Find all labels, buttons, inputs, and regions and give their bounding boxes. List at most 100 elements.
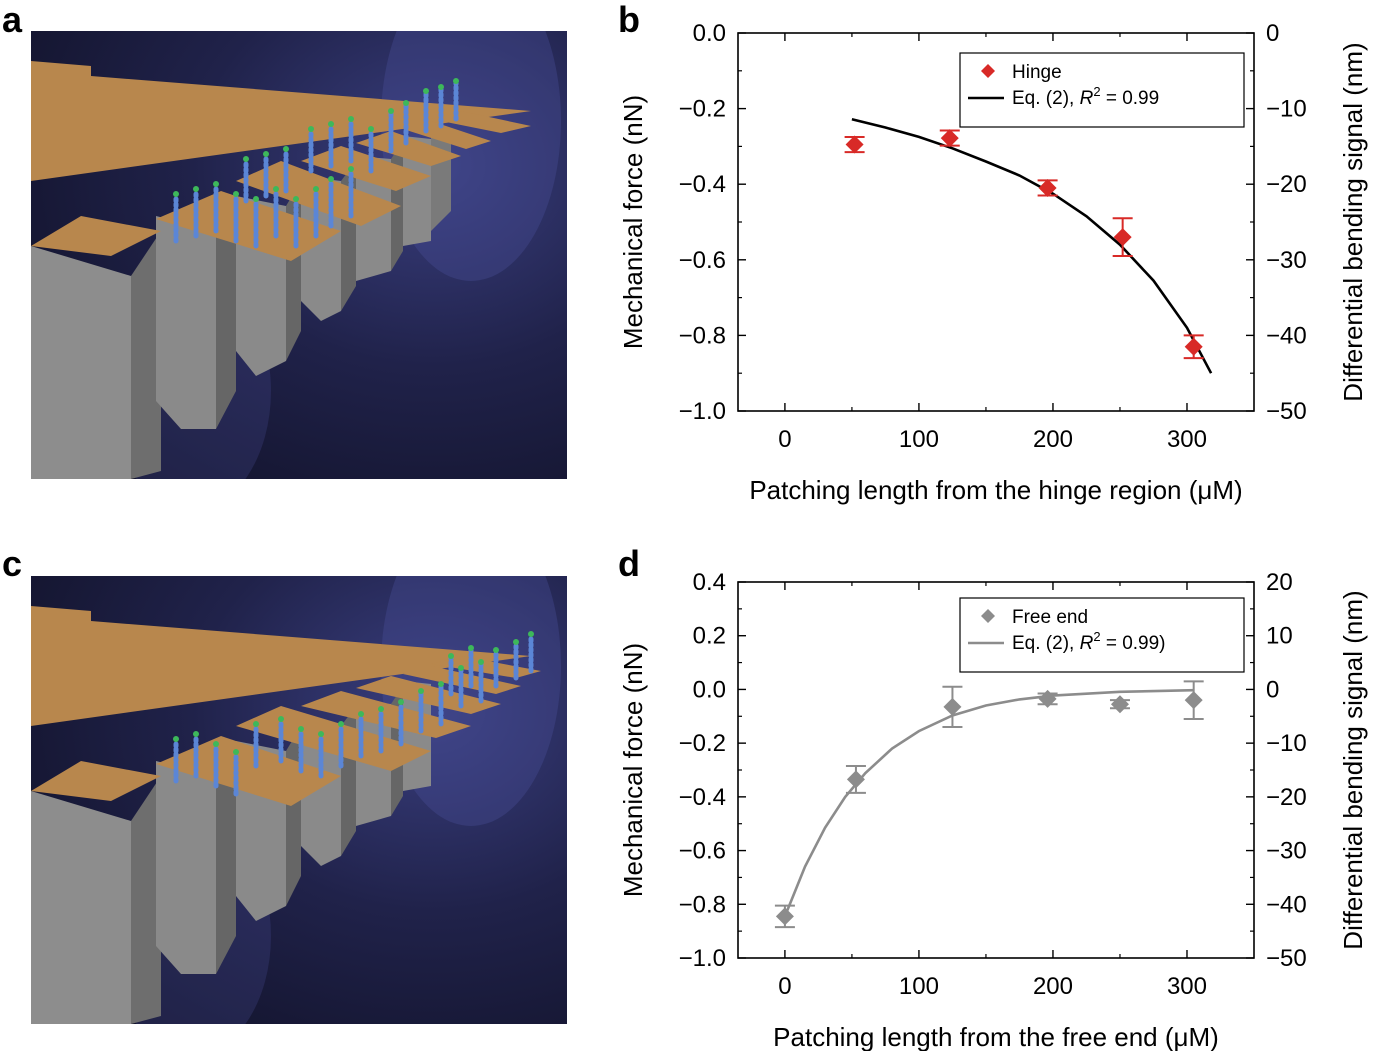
y-tick-label: −0.8 xyxy=(679,322,726,349)
diamond-marker xyxy=(1110,695,1129,714)
diamond-marker xyxy=(775,907,794,926)
data-point xyxy=(1183,334,1204,360)
legend-fit-prefix: Eq. (2), xyxy=(1012,633,1080,654)
diamond-marker xyxy=(940,129,959,148)
panel-label-a: a xyxy=(2,0,23,40)
legend-fit-r: R xyxy=(1080,88,1094,109)
cantilever-render-hinge-svg xyxy=(31,31,567,479)
y2-tick-label: 0 xyxy=(1266,676,1279,703)
legend-box xyxy=(959,597,1245,673)
diamond-marker xyxy=(1038,178,1057,197)
support-2 xyxy=(156,216,216,429)
y2-tick-label: −40 xyxy=(1266,322,1307,349)
y2-tick-label: −30 xyxy=(1266,247,1307,274)
chip-base xyxy=(31,61,531,181)
x-tick-label: 300 xyxy=(1167,426,1207,453)
diamond-marker xyxy=(845,135,864,154)
x-tick-label: 100 xyxy=(899,973,939,1000)
y2-tick-label: −10 xyxy=(1266,96,1307,123)
legend-series-label: Hinge xyxy=(1012,62,1062,83)
support-6 xyxy=(403,681,431,791)
diamond-marker xyxy=(1184,337,1203,356)
y2-tick-label: −10 xyxy=(1266,730,1307,757)
x-tick-label: 200 xyxy=(1033,973,1073,1000)
legend-fit-label: Eq. (2), R2 = 0.99 xyxy=(1012,84,1159,109)
legend-marker xyxy=(981,64,995,78)
y2-tick-label: 20 xyxy=(1266,569,1293,596)
y2-tick-label: 0 xyxy=(1266,20,1279,47)
y-axis-label: Mechanical force (nN) xyxy=(618,643,648,897)
cantilever-3 xyxy=(236,706,431,771)
y-tick-label: −0.6 xyxy=(679,838,726,865)
chart-hinge: 0 100 200 300 0.0 −0.2 −0.4 −0.6 −0.8 −1.0 0 −10 −20… xyxy=(618,20,1368,505)
x-tick-label: 100 xyxy=(899,426,939,453)
data-point xyxy=(1037,178,1058,197)
y-axis-label: Mechanical force (nN) xyxy=(618,95,648,349)
x-tick-label: 0 xyxy=(778,426,791,453)
y-tick-label: 0.2 xyxy=(693,623,726,650)
legend-fit-prefix: Eq. (2), xyxy=(1012,88,1080,109)
dna-strands-hinge xyxy=(173,78,459,249)
cantilever-1 xyxy=(31,216,161,256)
x-tick-label: 0 xyxy=(778,973,791,1000)
cantilever-5 xyxy=(356,131,461,166)
support-1 xyxy=(31,791,131,1024)
y2-axis-label: Differential bending signal (nm) xyxy=(1338,42,1368,401)
y-tick-label: 0.0 xyxy=(693,20,726,47)
fit-curve xyxy=(851,117,1213,374)
data-point xyxy=(939,129,960,148)
y2-tick-label: −50 xyxy=(1266,945,1307,972)
cantilever-render-free-end xyxy=(31,576,567,1024)
y-tick-label: −0.2 xyxy=(679,96,726,123)
fit-curve xyxy=(783,688,1194,917)
chip-base xyxy=(31,606,531,726)
diamond-marker xyxy=(1038,689,1057,708)
support-1 xyxy=(31,246,131,479)
y2-tick-label: −50 xyxy=(1266,398,1307,425)
cantilever-render-hinge xyxy=(31,31,567,479)
legend-fit-label: Eq. (2), R2 = 0.99) xyxy=(1012,629,1166,654)
data-point xyxy=(1183,680,1204,720)
y2-tick-label: −20 xyxy=(1266,171,1307,198)
cantilever-4 xyxy=(301,146,431,191)
panel-label-b: b xyxy=(618,0,640,40)
chart-free-end: 0 100 200 3000.40.20.0−0.2−0.4−0.6−0.8−1.02… xyxy=(618,569,1368,1051)
x-axis-label: Patching length from the free end (μM) xyxy=(773,1022,1219,1051)
y2-tick-label: −20 xyxy=(1266,784,1307,811)
y-tick-label: −1.0 xyxy=(679,945,726,972)
data-point xyxy=(1109,695,1130,714)
y-tick-label: −0.4 xyxy=(679,171,726,198)
data-point xyxy=(1112,217,1133,258)
cantilever-render-free-end-svg xyxy=(31,576,567,1024)
y2-tick-label: −30 xyxy=(1266,838,1307,865)
cantilever-3 xyxy=(236,161,401,226)
x-tick-label: 300 xyxy=(1167,973,1207,1000)
diamond-marker xyxy=(846,770,865,789)
panel-label-c: c xyxy=(2,543,23,584)
panel-label-d: d xyxy=(618,543,640,584)
cantilever-5 xyxy=(356,676,501,714)
y-tick-label: −0.8 xyxy=(679,891,726,918)
dna-strands-free-end xyxy=(173,631,534,797)
y-tick-label: −0.6 xyxy=(679,247,726,274)
data-point xyxy=(1037,689,1058,708)
y-tick-label: 0.0 xyxy=(693,676,726,703)
data-point xyxy=(844,135,865,154)
support-2 xyxy=(156,761,216,974)
diamond-marker xyxy=(1184,691,1203,710)
y-tick-label: −0.4 xyxy=(679,784,726,811)
legend-fit-suffix: = 0.99) xyxy=(1101,633,1166,654)
data-point xyxy=(845,764,866,794)
y-tick-label: −0.2 xyxy=(679,730,726,757)
data-point xyxy=(942,685,963,729)
x-axis-label: Patching length from the hinge region (μ… xyxy=(749,475,1242,505)
legend-fit-sup: 2 xyxy=(1093,84,1100,99)
diamond-marker xyxy=(943,697,962,716)
y-tick-label: −1.0 xyxy=(679,398,726,425)
y2-tick-label: 10 xyxy=(1266,623,1293,650)
legend-marker xyxy=(981,609,995,623)
cantilever-4 xyxy=(301,691,471,738)
diamond-marker xyxy=(1113,228,1132,247)
